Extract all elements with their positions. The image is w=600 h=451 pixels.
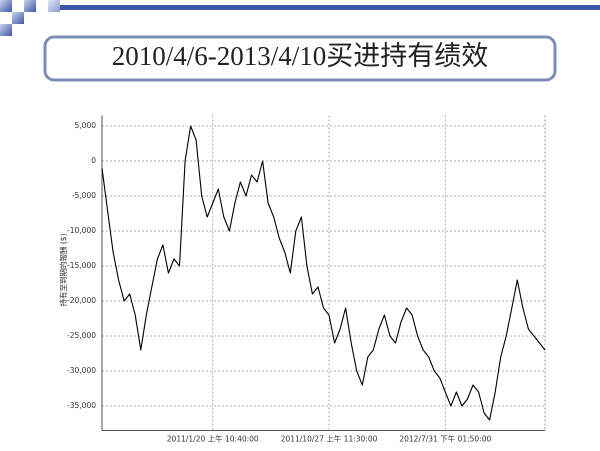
y-axis-label: 持有至到期的報酬 ($) <box>58 233 68 306</box>
y-tick-label: -35,000 <box>67 401 96 410</box>
title-frame <box>43 35 557 82</box>
x-tick-label: 2012/7/31 下午 01:50:00 <box>399 434 491 444</box>
slide-title: 2010/4/6-2013/4/10买进持有绩效 <box>112 41 489 71</box>
plot: 5,000 0 -5,000 -10,000 -15,000 -20,000 -25,000… <box>67 115 546 444</box>
decoration <box>0 0 600 36</box>
y-tick-label: -5,000 <box>72 191 96 200</box>
x-tick-label: 2011/10/27 上午 11:30:00 <box>281 434 378 444</box>
y-tick-label: -20,000 <box>67 296 96 305</box>
y-tick-label: -25,000 <box>67 331 96 340</box>
y-tick-label: 0 <box>91 156 96 165</box>
x-tick-label: 2011/1/20 上午 10:40:00 <box>167 434 259 444</box>
y-tick-label: -30,000 <box>67 366 96 375</box>
series-line <box>101 125 546 421</box>
y-tick-label: 5,000 <box>75 121 97 130</box>
y-tick-label: -15,000 <box>67 261 96 270</box>
y-tick-label: -10,000 <box>67 226 96 235</box>
